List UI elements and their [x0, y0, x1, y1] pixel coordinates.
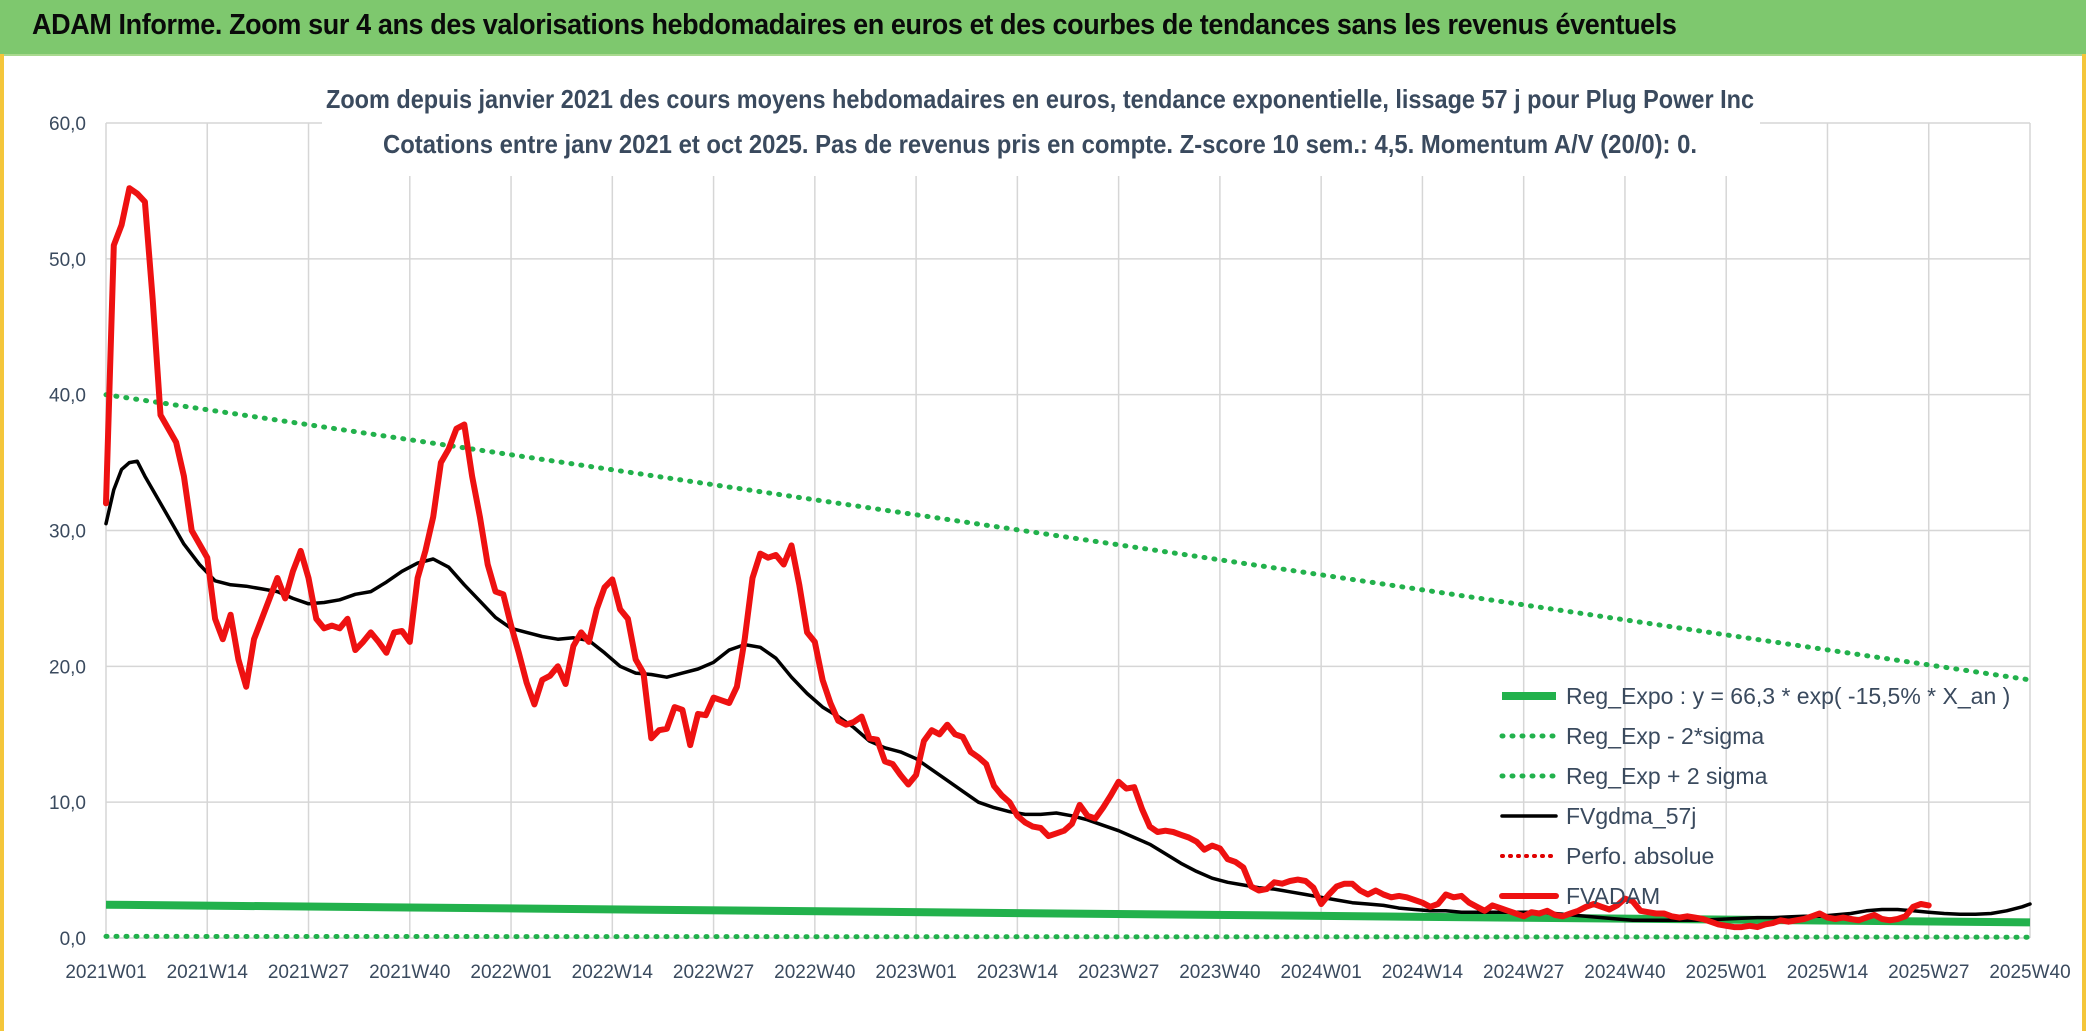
x-tick-label: 2022W01: [470, 962, 551, 983]
series-line-fvadam: [103, 185, 1932, 931]
x-tick-label: 2023W27: [1078, 962, 1159, 983]
chart-legend: Reg_Expo : y = 66,3 * exp( -15,5% * X_an…: [1499, 683, 2010, 909]
chart-title-line1: Zoom depuis janvier 2021 des cours moyen…: [326, 84, 1754, 114]
x-tick-label: 2022W27: [673, 962, 754, 983]
legend-label-reg: Reg_Expo : y = 66,3 * exp( -15,5% * X_an…: [1566, 683, 2010, 709]
y-tick-label: 40,0: [49, 386, 86, 407]
x-tick-label: 2023W14: [977, 962, 1059, 983]
title-background: [322, 76, 1760, 176]
x-tick-label: 2023W01: [875, 962, 956, 983]
y-tick-label: 30,0: [49, 522, 86, 543]
x-tick-label: 2025W27: [1888, 962, 1969, 983]
chart-title-line2: Cotations entre janv 2021 et oct 2025. P…: [383, 129, 1697, 159]
x-tick-label: 2021W14: [167, 962, 249, 983]
x-tick-label: 2024W14: [1382, 962, 1464, 983]
x-tick-label: 2021W27: [268, 962, 349, 983]
right-border: [2082, 54, 2086, 1031]
x-tick-label: 2023W40: [1179, 962, 1260, 983]
x-tick-label: 2022W40: [774, 962, 855, 983]
x-tick-label: 2025W40: [1989, 962, 2070, 983]
legend-label-upper: Reg_Exp + 2 sigma: [1566, 763, 1768, 789]
y-tick-label: 20,0: [49, 657, 86, 678]
y-axis-ticks: 0,0 10,0 20,0 30,0 40,0 50,0 60,0: [49, 114, 86, 950]
x-tick-label: 2025W01: [1686, 962, 1767, 983]
y-tick-label: 50,0: [49, 250, 86, 271]
x-tick-label: 2022W14: [572, 962, 654, 983]
x-axis-ticks: 2021W01 2021W14 2021W27 2021W40 2022W01 2022W…: [65, 962, 2070, 983]
x-tick-label: 2024W40: [1584, 962, 1665, 983]
y-tick-label: 10,0: [49, 793, 86, 814]
legend-label-perfo: Perfo. absolue: [1566, 843, 1714, 869]
page-title: ADAM Informe. Zoom sur 4 ans des valoris…: [32, 9, 1677, 41]
x-tick-label: 2021W01: [65, 962, 146, 983]
chart-grid: [105, 122, 2031, 939]
x-tick-label: 2025W14: [1787, 962, 1869, 983]
y-tick-label: 60,0: [49, 114, 86, 135]
chart-series: [103, 185, 2033, 940]
left-border: [0, 54, 4, 1031]
x-tick-label: 2024W01: [1280, 962, 1361, 983]
line-chart: 0,010,020,030,040,050,060,0 2021W01 2021W…: [49, 76, 2071, 983]
x-tick-label: 2021W40: [369, 962, 450, 983]
header-banner: ADAM Informe. Zoom sur 4 ans des valoris…: [0, 0, 2086, 56]
series-line-lower: [103, 933, 2033, 940]
legend-label-fvadam: FVADAM: [1566, 883, 1660, 909]
legend-label-fvgdma: FVgdma_57j: [1566, 803, 1696, 829]
x-tick-label: 2024W27: [1483, 962, 1564, 983]
legend-label-lower: Reg_Exp - 2*sigma: [1566, 723, 1764, 749]
y-tick-label: 0,0: [60, 929, 86, 950]
series-line-upper: [103, 392, 2033, 683]
